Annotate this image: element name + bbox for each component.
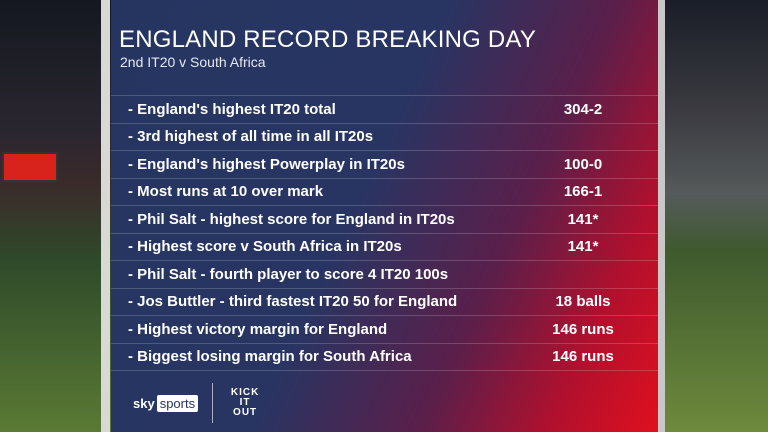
record-label: - Biggest losing margin for South Africa — [128, 348, 412, 366]
record-label: - Phil Salt - fourth player to score 4 I… — [128, 265, 449, 283]
stadium-screen — [2, 152, 58, 182]
record-value: 146 runs — [552, 348, 614, 366]
record-value: 304-2 — [563, 100, 603, 118]
panel-subtitle: 2nd IT20 v South Africa — [120, 54, 266, 70]
stadium-background-right — [656, 0, 768, 432]
stadium-background-left — [0, 0, 112, 432]
record-label: - 3rd highest of all time in all IT20s — [128, 128, 374, 146]
record-row: - Highest victory margin for England 146 … — [111, 316, 658, 344]
record-row: - Phil Salt - highest score for England … — [111, 206, 658, 234]
record-row: - England's highest Powerplay in IT20s 10… — [111, 151, 658, 179]
record-row: - Most runs at 10 over mark 166-1 — [111, 179, 658, 206]
frame-pole — [101, 0, 110, 432]
record-row: - Highest score v South Africa in IT20s 1… — [111, 234, 658, 261]
record-value: 18 balls — [555, 293, 611, 311]
sky-sports-logo: sky sports — [133, 394, 199, 412]
record-row: - 3rd highest of all time in all IT20s — [111, 124, 658, 151]
records-list: - England's highest IT20 total 304-2 - 3rd… — [111, 95, 658, 371]
record-row: - Phil Salt - fourth player to score 4 I… — [111, 261, 658, 289]
frame-pole — [658, 0, 665, 432]
record-label: - Phil Salt - highest score for England … — [128, 210, 455, 228]
record-value: 141* — [567, 238, 599, 256]
record-value: 146 runs — [552, 320, 614, 338]
record-row: - Jos Buttler - third fastest IT20 50 fo… — [111, 289, 658, 316]
record-label: - Jos Buttler - third fastest IT20 50 fo… — [128, 293, 458, 311]
record-row: - Biggest losing margin for South Africa… — [111, 344, 658, 371]
record-label: - England's highest Powerplay in IT20s — [128, 155, 405, 173]
record-label: - Most runs at 10 over mark — [128, 183, 324, 201]
records-panel: ENGLAND RECORD BREAKING DAY 2nd IT20 v S… — [111, 0, 658, 432]
record-label: - Highest victory margin for England — [128, 320, 388, 338]
sky-text: sky — [133, 395, 155, 411]
record-value: 166-1 — [563, 183, 603, 201]
footer-logos: sky sports KICK IT OUT — [133, 383, 263, 423]
record-label: - Highest score v South Africa in IT20s — [128, 238, 402, 256]
panel-title: ENGLAND RECORD BREAKING DAY — [119, 26, 537, 53]
kick-it-out-logo: KICK IT OUT — [230, 387, 260, 418]
logo-divider — [212, 383, 214, 423]
record-label: - England's highest IT20 total — [128, 100, 336, 118]
record-value: 100-0 — [563, 155, 603, 173]
sports-text: sports — [156, 394, 199, 412]
record-value: 141* — [567, 210, 599, 228]
record-row: - England's highest IT20 total 304-2 — [111, 96, 658, 124]
